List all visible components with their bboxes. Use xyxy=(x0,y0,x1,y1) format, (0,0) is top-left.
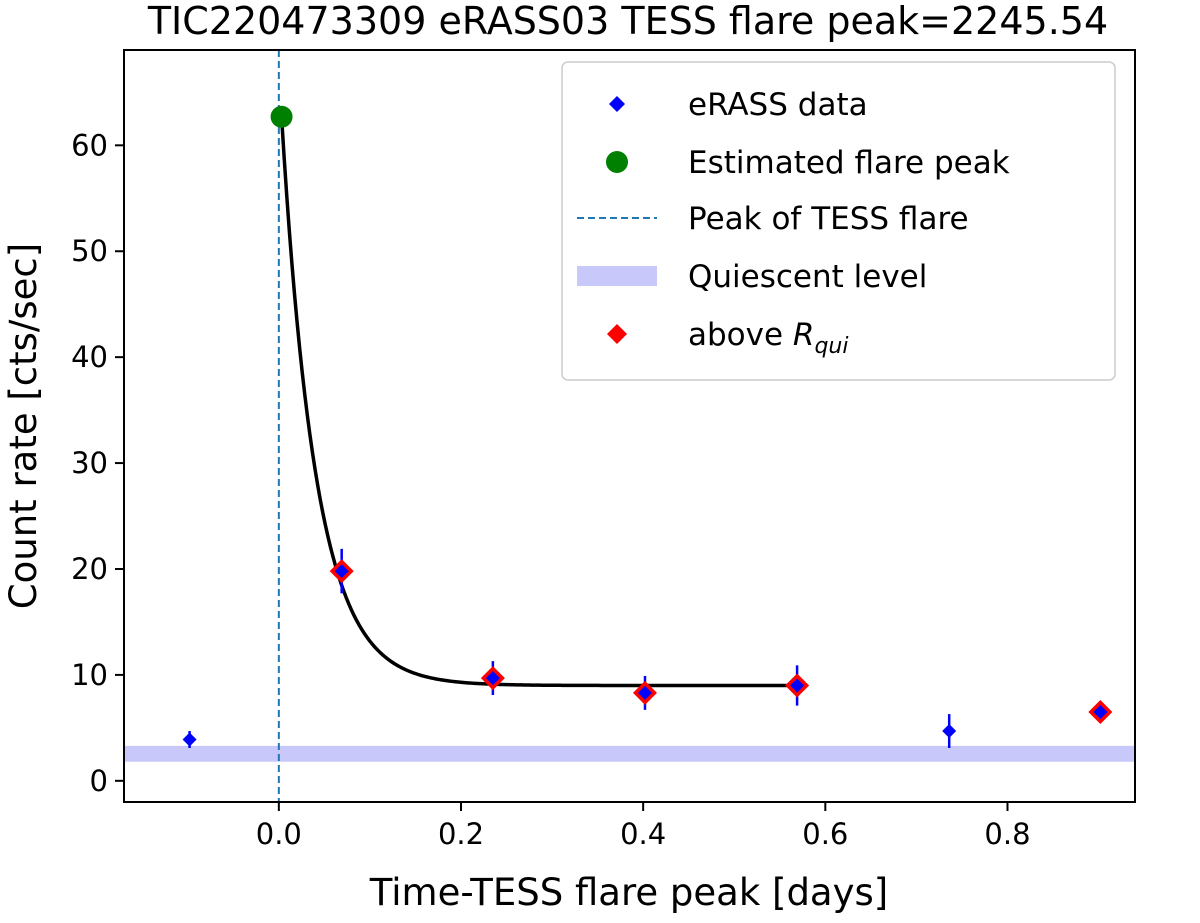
y-tick-label: 20 xyxy=(71,552,108,586)
y-tick-label: 30 xyxy=(71,446,108,480)
quiescent-level-band xyxy=(125,745,1134,762)
legend-marker xyxy=(577,266,657,286)
erass-data-point xyxy=(942,724,957,739)
y-tick-label: 0 xyxy=(90,764,108,798)
axis-ticks: 0.0 0.2 0.4 0.6 0.8 0 10 20 30 40 50 60 xyxy=(71,128,1030,851)
legend-label: Peak of TESS flare xyxy=(688,201,969,237)
x-axis-label: Time-TESS flare peak [days] xyxy=(369,871,888,914)
y-tick-label: 60 xyxy=(71,128,108,162)
legend-label: above Rqui xyxy=(688,317,849,359)
plot-area xyxy=(125,50,1134,802)
erass-data-point xyxy=(637,685,652,700)
erass-data-point xyxy=(182,732,197,747)
y-axis-label: Count rate [cts/sec] xyxy=(2,243,45,609)
legend-label: eRASS data xyxy=(688,87,868,123)
flare-fit-curve xyxy=(279,116,798,688)
erass-data-point xyxy=(485,671,500,686)
x-tick-label: 0.8 xyxy=(984,817,1030,851)
legend-box xyxy=(561,61,1116,381)
legend-marker xyxy=(606,151,628,173)
legend-label: Estimated flare peak xyxy=(688,145,1010,181)
legend-label: Quiescent level xyxy=(688,259,927,295)
y-tick-label: 50 xyxy=(71,234,108,268)
x-tick-label: 0.2 xyxy=(438,817,484,851)
legend-marker xyxy=(609,96,625,112)
estimated-flare-peak-point xyxy=(270,105,293,128)
y-tick-label: 10 xyxy=(71,658,108,692)
chart-title: TIC220473309 eRASS03 TESS flare peak=224… xyxy=(147,0,1108,43)
legend-marker xyxy=(607,324,627,344)
plot-frame xyxy=(123,49,1136,803)
x-tick-label: 0.4 xyxy=(620,817,666,851)
erass-data-point xyxy=(790,678,805,693)
y-tick-label: 40 xyxy=(71,340,108,374)
x-tick-label: 0.0 xyxy=(256,817,302,851)
legend: eRASS data Estimated flare peak Peak of TE… xyxy=(561,61,1116,381)
erass-data-point xyxy=(1093,704,1108,719)
x-tick-label: 0.6 xyxy=(802,817,848,851)
erass-data-point xyxy=(334,564,349,579)
